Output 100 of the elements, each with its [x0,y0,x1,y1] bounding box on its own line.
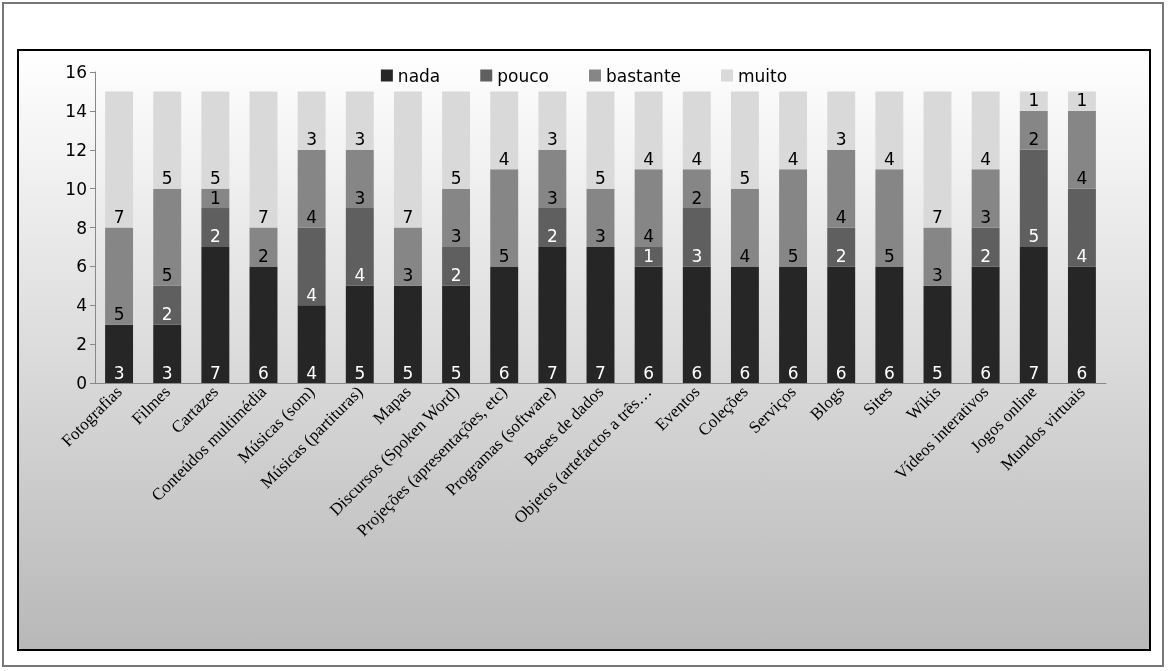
bar [393,91,422,228]
data-label: 1 [643,245,655,266]
bar [297,149,326,228]
bar [779,266,808,383]
y-tick-label: 2 [76,334,87,355]
data-label: 3 [932,265,943,286]
data-label: 6 [258,362,269,383]
data-label: 3 [113,362,125,383]
data-label: 1 [209,187,221,208]
bar [730,266,759,383]
data-label: 5 [450,362,462,383]
bar [682,91,711,170]
bar [345,285,374,383]
bar [682,266,711,383]
y-tick-label: 8 [76,217,87,238]
legend-label: nada [397,65,441,86]
data-label: 6 [883,362,895,383]
bar [971,169,1000,228]
y-tick-label: 16 [65,62,87,82]
data-label: 2 [258,245,269,266]
data-label: 3 [691,245,703,266]
bar [875,266,904,383]
bar [1067,91,1096,111]
bar [1019,246,1048,383]
bar [634,266,663,383]
bar [1067,188,1096,267]
data-label: 5 [209,168,221,189]
data-label: 5 [787,245,799,266]
data-label: 7 [209,362,221,383]
data-label: 5 [932,362,943,383]
data-label: 1 [1076,90,1088,111]
bar [297,91,326,150]
bar [923,227,952,286]
data-label: 5 [161,168,173,189]
data-label: 3 [546,129,558,150]
data-label: 4 [739,245,751,266]
legend-label: muito [738,65,788,86]
bar [538,246,567,383]
data-label: 2 [691,187,703,208]
bar [827,266,856,383]
y-tick-label: 10 [65,178,87,199]
bar [634,91,663,170]
data-label: 4 [306,207,318,227]
data-label: 6 [787,362,799,383]
y-tick-label: 14 [65,100,87,121]
bar [827,91,856,150]
bar [682,169,711,209]
data-label: 5 [498,245,510,266]
data-label: 5 [402,362,414,383]
bar [971,91,1000,170]
data-label: 6 [1076,362,1088,383]
bar [971,227,1000,267]
x-tick-label: Sites [859,382,897,420]
bar [1067,110,1096,189]
bar [586,91,615,189]
data-label: 6 [691,362,703,383]
bar [201,208,230,247]
bar [827,149,856,228]
data-label: 4 [306,284,318,305]
data-label: 4 [643,148,655,169]
bar [105,227,134,325]
data-label: 3 [161,362,173,383]
y-tick-label: 12 [65,139,87,160]
data-label: 7 [402,207,414,227]
data-label: 3 [450,226,462,247]
bar [586,246,615,383]
bar [923,285,952,383]
data-label: 6 [643,362,655,383]
bar [490,266,519,383]
bar [1067,266,1096,383]
y-tick-label: 0 [76,373,87,393]
bar [586,188,615,247]
bar [345,208,374,286]
data-label: 7 [113,207,125,227]
data-label: 3 [306,129,318,150]
data-label: 2 [546,226,558,247]
data-label: 4 [980,148,992,169]
data-label: 1 [1028,90,1040,111]
bar [1019,149,1048,247]
bar [682,208,711,267]
bar [971,266,1000,383]
bar [442,188,471,247]
bar [875,169,904,267]
bar [201,246,230,383]
bar [153,285,182,325]
bar [779,91,808,170]
data-label: 7 [546,362,558,383]
legend-label: pouco [497,65,549,86]
data-label: 2 [161,304,173,325]
data-label: 4 [691,148,703,169]
data-label: 5 [595,168,606,189]
data-label: 7 [258,207,269,227]
bar [1019,91,1048,111]
data-label: 4 [1076,245,1088,266]
bar [490,91,519,170]
bar [442,91,471,189]
data-label: 4 [354,265,366,286]
bar [393,285,422,383]
bar [249,266,278,383]
data-label: 3 [402,265,414,286]
